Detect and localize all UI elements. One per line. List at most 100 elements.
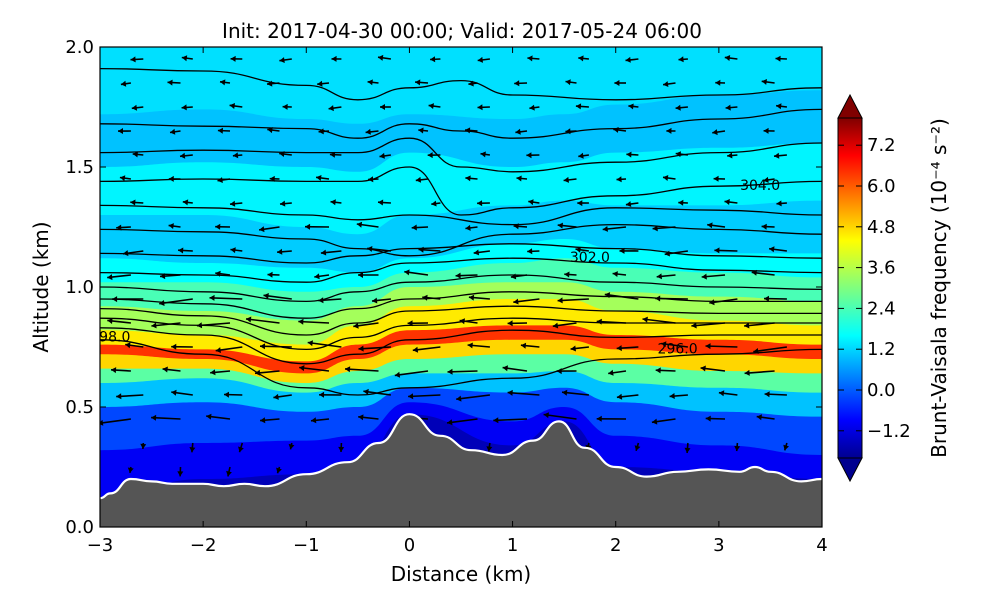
wind-arrow — [705, 345, 738, 348]
wind-arrowhead — [652, 225, 658, 232]
wind-arrowhead — [604, 292, 611, 299]
wind-arrowhead — [678, 56, 684, 63]
wind-arrowhead — [170, 128, 176, 135]
wind-arrowhead — [330, 199, 336, 206]
wind-arrowhead — [408, 393, 414, 400]
wind-arrowhead — [131, 104, 138, 111]
wind-arrow — [358, 346, 391, 350]
wind-arrowhead — [562, 389, 568, 396]
wind-arrowhead — [367, 246, 373, 252]
wind-arrowhead — [363, 388, 369, 395]
wind-arrowhead — [602, 226, 608, 232]
wind-arrowhead — [493, 417, 499, 424]
wind-arrowhead — [502, 365, 508, 372]
wind-arrowhead — [273, 393, 279, 400]
x-axis-label: Distance (km) — [391, 562, 531, 586]
wind-arrowhead — [612, 271, 618, 277]
wind-arrowhead — [181, 55, 188, 62]
wind-arrowhead — [663, 175, 669, 181]
wind-arrow — [507, 391, 540, 396]
wind-arrowhead — [577, 200, 583, 207]
wind-arrow — [259, 345, 292, 348]
wind-arrow — [691, 322, 726, 327]
wind-arrowhead — [575, 246, 581, 253]
colorbar-tick-label: 0.0 — [867, 380, 896, 401]
wind-arrowhead — [118, 128, 123, 134]
colorbar-tick-label: 6.0 — [867, 176, 896, 197]
wind-arrowhead — [318, 297, 324, 304]
wind-arrow — [307, 341, 342, 348]
wind-arrowhead — [734, 445, 741, 452]
contour-line — [100, 204, 822, 226]
wind-arrowhead — [578, 55, 584, 62]
y-axis-label: Altitude (km) — [29, 221, 53, 352]
wind-arrowhead — [260, 417, 266, 424]
wind-arrowhead — [130, 56, 136, 63]
wind-arrowhead — [557, 222, 563, 229]
wind-arrowhead — [123, 250, 129, 257]
wind-arrow — [543, 413, 577, 420]
wind-arrowhead — [775, 55, 781, 62]
contour-line — [100, 223, 822, 257]
wind-arrowhead — [160, 273, 166, 280]
x-tick-label: −2 — [190, 535, 217, 556]
wind-arrowhead — [232, 152, 239, 159]
wind-arrowhead — [753, 348, 759, 354]
wind-arrowhead — [596, 415, 602, 422]
wind-arrowhead — [217, 177, 223, 183]
wind-arrowhead — [515, 128, 521, 135]
wind-arrowhead — [159, 300, 165, 306]
wind-arrowhead — [663, 81, 669, 87]
wind-arrow — [159, 298, 193, 305]
wind-arrowhead — [255, 369, 261, 376]
wind-arrowhead — [557, 297, 563, 304]
wind-arrowhead — [107, 318, 113, 324]
wind-arrow — [344, 368, 379, 372]
wind-arrowhead — [507, 320, 513, 327]
wind-arrowhead — [783, 444, 789, 451]
wind-arrowhead — [415, 176, 422, 183]
wind-arrowhead — [407, 320, 413, 327]
wind-arrowhead — [774, 152, 780, 159]
wind-arrowhead — [112, 296, 118, 303]
wind-arrowhead — [358, 414, 364, 421]
wind-arrowhead — [263, 293, 269, 299]
wind-arrow — [753, 346, 788, 353]
wind-arrowhead — [529, 104, 535, 111]
colorbar-body — [837, 117, 863, 459]
wind-arrowhead — [431, 200, 437, 207]
wind-arrowhead — [691, 322, 697, 329]
wind-arrowhead — [613, 127, 619, 133]
wind-arrowhead — [151, 322, 157, 329]
wind-arrowhead — [715, 79, 721, 86]
y-tick-label: 2.0 — [65, 37, 94, 58]
wind-arrowhead — [100, 419, 104, 426]
colorbar-extend-bottom — [837, 457, 863, 483]
wind-arrowhead — [513, 223, 519, 230]
wind-arrowhead — [570, 345, 576, 352]
wind-arrowhead — [267, 127, 273, 134]
wind-arrowhead — [220, 79, 226, 86]
wind-arrowhead — [320, 249, 327, 256]
wind-arrowhead — [372, 297, 378, 304]
wind-arrowhead — [684, 447, 691, 453]
wind-arrowhead — [246, 316, 252, 323]
wind-arrowhead — [167, 79, 173, 86]
wind-arrowhead — [666, 127, 672, 134]
y-axis: 0.0 0.5 1.0 1.5 2.0 — [65, 37, 822, 538]
wind-arrowhead — [307, 340, 313, 347]
wind-arrow — [394, 370, 429, 377]
wind-arrowhead — [430, 56, 436, 63]
chart-title: Init: 2017-04-30 00:00; Valid: 2017-05-2… — [222, 19, 702, 43]
contour-label: 302.0 — [570, 250, 610, 266]
y-tick-label: 0.0 — [65, 517, 94, 538]
colorbar-label: Brunt-Vaisala frequency (10⁻⁴ s⁻²) — [927, 118, 951, 458]
wind-arrowhead — [565, 79, 571, 86]
wind-arrowhead — [543, 412, 549, 419]
wind-arrowhead — [125, 342, 131, 349]
wind-arrowhead — [418, 127, 424, 134]
wind-arrowhead — [552, 322, 559, 329]
wind-arrowhead — [319, 391, 325, 398]
wind-arrowhead — [140, 443, 147, 449]
wind-arrowhead — [329, 151, 336, 158]
